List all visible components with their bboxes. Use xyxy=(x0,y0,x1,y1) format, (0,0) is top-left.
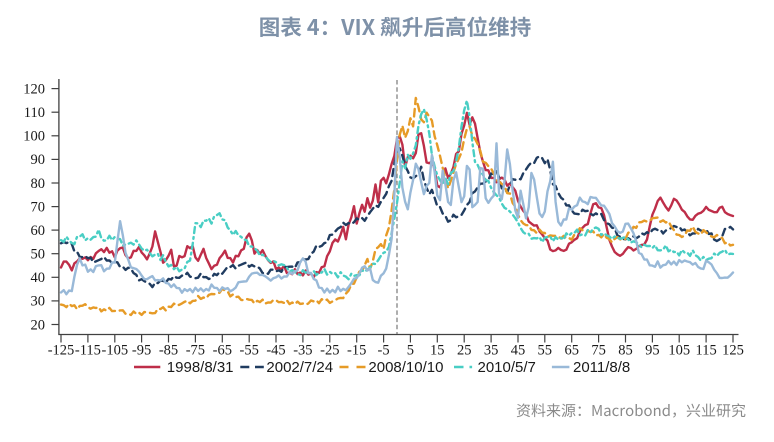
svg-text:2008/10/10: 2008/10/10 xyxy=(368,359,443,376)
svg-text:-125: -125 xyxy=(48,343,75,359)
svg-text:95: 95 xyxy=(645,343,660,359)
svg-text:60: 60 xyxy=(31,223,46,239)
svg-text:30: 30 xyxy=(31,294,46,310)
svg-text:2002/7/24: 2002/7/24 xyxy=(266,359,333,376)
svg-text:70: 70 xyxy=(31,199,46,215)
svg-text:-95: -95 xyxy=(132,343,151,359)
svg-text:2010/5/7: 2010/5/7 xyxy=(478,359,536,376)
svg-text:120: 120 xyxy=(23,81,45,97)
svg-text:110: 110 xyxy=(24,105,45,121)
svg-text:25: 25 xyxy=(457,343,472,359)
svg-text:115: 115 xyxy=(695,343,716,359)
svg-text:105: 105 xyxy=(668,343,690,359)
svg-text:55: 55 xyxy=(538,343,553,359)
svg-text:-15: -15 xyxy=(347,343,366,359)
svg-text:-65: -65 xyxy=(213,343,232,359)
svg-text:85: 85 xyxy=(618,343,633,359)
svg-text:-105: -105 xyxy=(102,343,129,359)
svg-text:-55: -55 xyxy=(240,343,259,359)
svg-text:75: 75 xyxy=(591,343,606,359)
svg-text:-5: -5 xyxy=(378,343,390,359)
svg-text:5: 5 xyxy=(407,343,414,359)
svg-text:100: 100 xyxy=(23,129,45,145)
svg-text:-25: -25 xyxy=(320,343,339,359)
svg-text:1998/8/31: 1998/8/31 xyxy=(167,359,234,376)
svg-text:45: 45 xyxy=(511,343,526,359)
svg-text:40: 40 xyxy=(31,270,46,286)
svg-text:-45: -45 xyxy=(266,343,285,359)
svg-text:-35: -35 xyxy=(293,343,312,359)
svg-text:90: 90 xyxy=(31,152,46,168)
svg-text:-75: -75 xyxy=(186,343,205,359)
svg-text:35: 35 xyxy=(484,343,499,359)
svg-text:2011/8/8: 2011/8/8 xyxy=(573,359,630,376)
svg-text:-85: -85 xyxy=(159,343,178,359)
svg-text:-115: -115 xyxy=(75,343,101,359)
svg-text:15: 15 xyxy=(430,343,445,359)
svg-text:65: 65 xyxy=(564,343,579,359)
svg-text:50: 50 xyxy=(31,247,46,263)
svg-text:125: 125 xyxy=(722,343,744,359)
svg-text:20: 20 xyxy=(31,317,46,333)
svg-text:80: 80 xyxy=(31,176,46,192)
